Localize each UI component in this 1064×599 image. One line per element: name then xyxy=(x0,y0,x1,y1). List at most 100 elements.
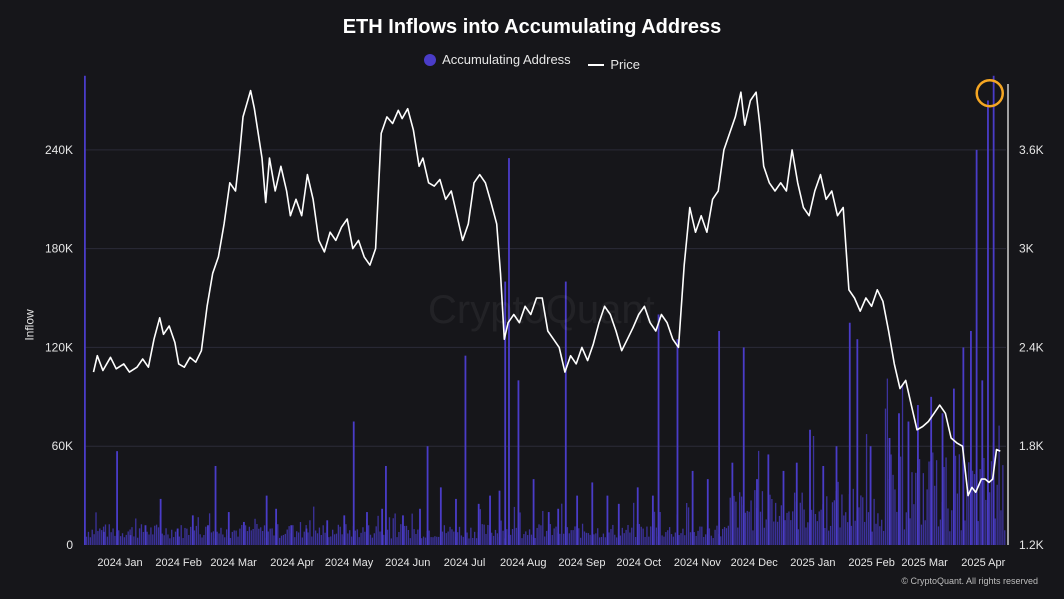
inflow-bar-minor xyxy=(945,457,947,545)
inflow-bar-minor xyxy=(792,511,794,545)
inflow-bar-minor xyxy=(337,524,339,545)
inflow-bar-minor xyxy=(138,528,141,545)
x-tick-label: 2024 Jun xyxy=(385,557,430,569)
inflow-bar-minor xyxy=(680,533,682,545)
inflow-bar-minor xyxy=(169,538,171,545)
inflow-bar-minor xyxy=(398,532,400,545)
inflow-bar xyxy=(207,525,209,545)
inflow-bar-minor xyxy=(320,535,322,545)
inflow-bar xyxy=(508,158,510,545)
inflow-bar-minor xyxy=(727,525,729,545)
inflow-bar-minor xyxy=(279,537,281,545)
inflow-bar-minor xyxy=(466,532,468,545)
inflow-bar-minor xyxy=(793,492,796,545)
inflow-bar xyxy=(917,405,919,545)
right-tick-label: 3K xyxy=(1019,242,1034,256)
inflow-bar-minor xyxy=(689,532,692,545)
inflow-bar-minor xyxy=(771,499,773,545)
inflow-bar-minor xyxy=(91,529,93,545)
inflow-bar-minor xyxy=(686,503,688,545)
inflow-bar-minor xyxy=(740,496,743,545)
inflow-bar-minor xyxy=(701,526,703,545)
inflow-bar-minor xyxy=(208,513,211,545)
inflow-bar xyxy=(888,437,891,545)
inflow-bar-minor xyxy=(271,528,273,545)
inflow-bar-minor xyxy=(299,522,302,545)
inflow-bar-minor xyxy=(375,526,377,545)
inflow-bar xyxy=(848,322,851,545)
inflow-bar-minor xyxy=(231,531,233,545)
inflow-bar-minor xyxy=(485,533,487,545)
inflow-bar-minor xyxy=(303,531,305,545)
inflow-bar-minor xyxy=(949,531,951,545)
inflow-bar xyxy=(381,508,384,545)
inflow-bar-minor xyxy=(313,506,315,545)
inflow-bar-minor xyxy=(451,529,453,545)
inflow-bar-minor xyxy=(638,523,641,545)
inflow-bar-minor xyxy=(345,524,347,545)
inflow-bar xyxy=(767,454,770,545)
inflow-bar-minor xyxy=(388,517,391,545)
watermark: CryptoQuant xyxy=(428,288,655,332)
inflow-bar-minor xyxy=(163,535,165,545)
inflow-bar-minor xyxy=(805,527,807,545)
inflow-bar-minor xyxy=(799,502,801,545)
inflow-bar-minor xyxy=(523,534,525,545)
inflow-bar-minor xyxy=(820,509,822,545)
inflow-bar-minor xyxy=(773,521,775,545)
inflow-bar-minor xyxy=(311,536,313,545)
inflow-bar-minor xyxy=(947,508,949,545)
inflow-bar-minor xyxy=(583,531,586,545)
inflow-bar-minor xyxy=(472,537,474,545)
inflow-bar-minor xyxy=(926,489,928,545)
inflow-bar-minor xyxy=(615,537,618,545)
inflow-bar-minor xyxy=(761,491,764,545)
inflow-bar-minor xyxy=(862,497,864,545)
inflow-bar xyxy=(718,330,721,545)
inflow-bar-minor xyxy=(733,495,735,545)
inflow-bar-minor xyxy=(831,502,834,545)
inflow-bar-minor xyxy=(778,515,781,545)
inflow-bar-minor xyxy=(784,520,786,545)
inflow-bar-minor xyxy=(545,530,548,545)
inflow-bar-minor xyxy=(85,536,88,545)
x-tick-label: 2024 May xyxy=(325,557,374,569)
legend-price-swatch xyxy=(588,63,605,66)
inflow-bar-minor xyxy=(973,474,976,545)
inflow-bar-minor xyxy=(155,524,158,545)
inflow-bar xyxy=(214,465,217,545)
inflow-bar xyxy=(731,462,734,545)
inflow-bar-minor xyxy=(280,535,283,545)
inflow-bar-minor xyxy=(934,485,936,545)
inflow-bar-minor xyxy=(602,533,605,545)
legend-bars-swatch xyxy=(424,53,437,66)
inflow-bar-minor xyxy=(610,529,612,545)
inflow-bar-minor xyxy=(892,474,894,545)
inflow-bar-minor xyxy=(235,530,237,545)
inflow-bar-minor xyxy=(826,496,828,545)
inflow-bar-minor xyxy=(178,536,180,545)
inflow-bar-minor xyxy=(954,455,957,545)
inflow-bar-minor xyxy=(860,495,862,545)
legend-item-price[interactable]: Price xyxy=(588,57,640,72)
inflow-bar-minor xyxy=(479,509,481,545)
inflow-bar-minor xyxy=(678,535,680,545)
inflow-bar xyxy=(504,281,507,545)
inflow-bar-minor xyxy=(684,535,686,545)
inflow-bar-minor xyxy=(294,537,296,545)
inflow-bar-minor xyxy=(752,530,754,545)
inflow-bar-minor xyxy=(104,524,107,545)
inflow-bar-minor xyxy=(667,530,669,545)
right-tick-label: 3.6K xyxy=(1019,143,1044,157)
inflow-bar-minor xyxy=(277,524,279,545)
inflow-bar-minor xyxy=(218,533,220,545)
inflow-bar-minor xyxy=(474,531,476,545)
inflow-bar-minor xyxy=(837,481,839,545)
inflow-bar-minor xyxy=(655,527,658,545)
inflow-bar-minor xyxy=(712,538,714,545)
inflow-bar-minor xyxy=(216,531,218,545)
x-tick-label: 2024 Apr xyxy=(270,557,314,569)
legend-item-bars[interactable]: Accumulating Address xyxy=(424,52,571,67)
inflow-bar-minor xyxy=(519,512,521,545)
inflow-bar-minor xyxy=(729,497,731,545)
